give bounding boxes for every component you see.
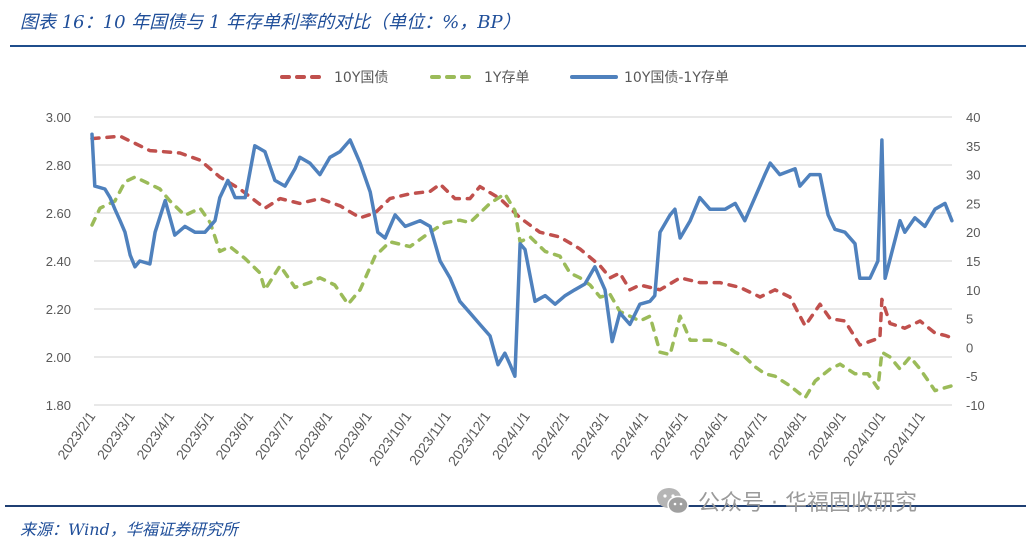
x-tick-label: 2023/2/1 <box>54 408 98 462</box>
x-tick-label: 2023/8/1 <box>291 408 335 462</box>
x-tick-label: 2023/7/1 <box>252 408 296 462</box>
right-tick-label: 35 <box>966 139 980 154</box>
x-axis-ticks: 2023/2/12023/3/12023/4/12023/5/12023/6/1… <box>54 408 928 468</box>
x-tick-label: 2024/4/1 <box>607 408 651 462</box>
title-divider <box>10 45 1026 47</box>
left-axis-ticks: 1.80 2.00 2.20 2.40 2.60 2.80 3.00 <box>46 110 71 413</box>
left-tick-label: 2.40 <box>46 254 71 269</box>
x-tick-label: 2023/6/1 <box>212 408 256 462</box>
x-tick-label: 2023/4/1 <box>133 408 177 462</box>
legend: 10Y国债 1Y存单 10Y国债-1Y存单 <box>280 70 729 86</box>
right-tick-label: 30 <box>966 168 980 183</box>
legend-label-1: 1Y存单 <box>484 70 529 86</box>
wechat-icon <box>657 488 689 515</box>
legend-label-2: 10Y国债-1Y存单 <box>624 70 729 86</box>
x-tick-label: 2024/6/1 <box>686 408 730 462</box>
right-tick-label: 5 <box>966 312 973 327</box>
left-tick-label: 2.80 <box>46 158 71 173</box>
x-tick-label: 2024/5/1 <box>647 408 691 462</box>
right-axis-ticks: -10 -5 0 5 10 15 20 25 30 35 40 <box>966 110 985 413</box>
left-tick-label: 2.00 <box>46 350 71 365</box>
left-tick-label: 2.20 <box>46 302 71 317</box>
right-tick-label: 40 <box>966 110 980 125</box>
x-tick-label: 2024/7/1 <box>726 408 770 462</box>
x-tick-label: 2023/5/1 <box>173 408 217 462</box>
x-tick-label: 2024/8/1 <box>765 408 809 462</box>
gridlines <box>94 116 952 406</box>
left-tick-label: 3.00 <box>46 110 71 125</box>
chart-title: 图表 16：10 年国债与 1 年存单利率的对比（单位：%，BP） <box>20 12 521 33</box>
right-tick-label: -5 <box>966 369 978 384</box>
footer-divider <box>5 505 1026 507</box>
right-tick-label: 15 <box>966 254 980 269</box>
series-line-0 <box>90 134 954 347</box>
right-tick-label: 25 <box>966 196 980 211</box>
legend-label-0: 10Y国债 <box>334 70 388 86</box>
right-tick-label: 10 <box>966 283 980 298</box>
left-tick-label: 1.80 <box>46 398 71 413</box>
x-tick-label: 2024/1/1 <box>489 408 533 462</box>
x-tick-label: 2024/3/1 <box>568 408 612 462</box>
series-lines <box>90 132 954 400</box>
watermark-text: 公众号 · 华福固收研究 <box>698 491 917 516</box>
right-tick-label: -10 <box>966 398 985 413</box>
right-tick-label: 0 <box>966 340 973 355</box>
left-tick-label: 2.60 <box>46 206 71 221</box>
x-tick-label: 2023/3/1 <box>94 408 138 462</box>
watermark: 公众号 · 华福固收研究 <box>656 485 917 517</box>
x-tick-label: 2024/2/1 <box>528 408 572 462</box>
right-tick-label: 20 <box>966 225 980 240</box>
source-note: 来源：Wind，华福证券研究所 <box>20 520 238 539</box>
series-line-2 <box>90 132 954 378</box>
series-line-1 <box>90 175 954 400</box>
